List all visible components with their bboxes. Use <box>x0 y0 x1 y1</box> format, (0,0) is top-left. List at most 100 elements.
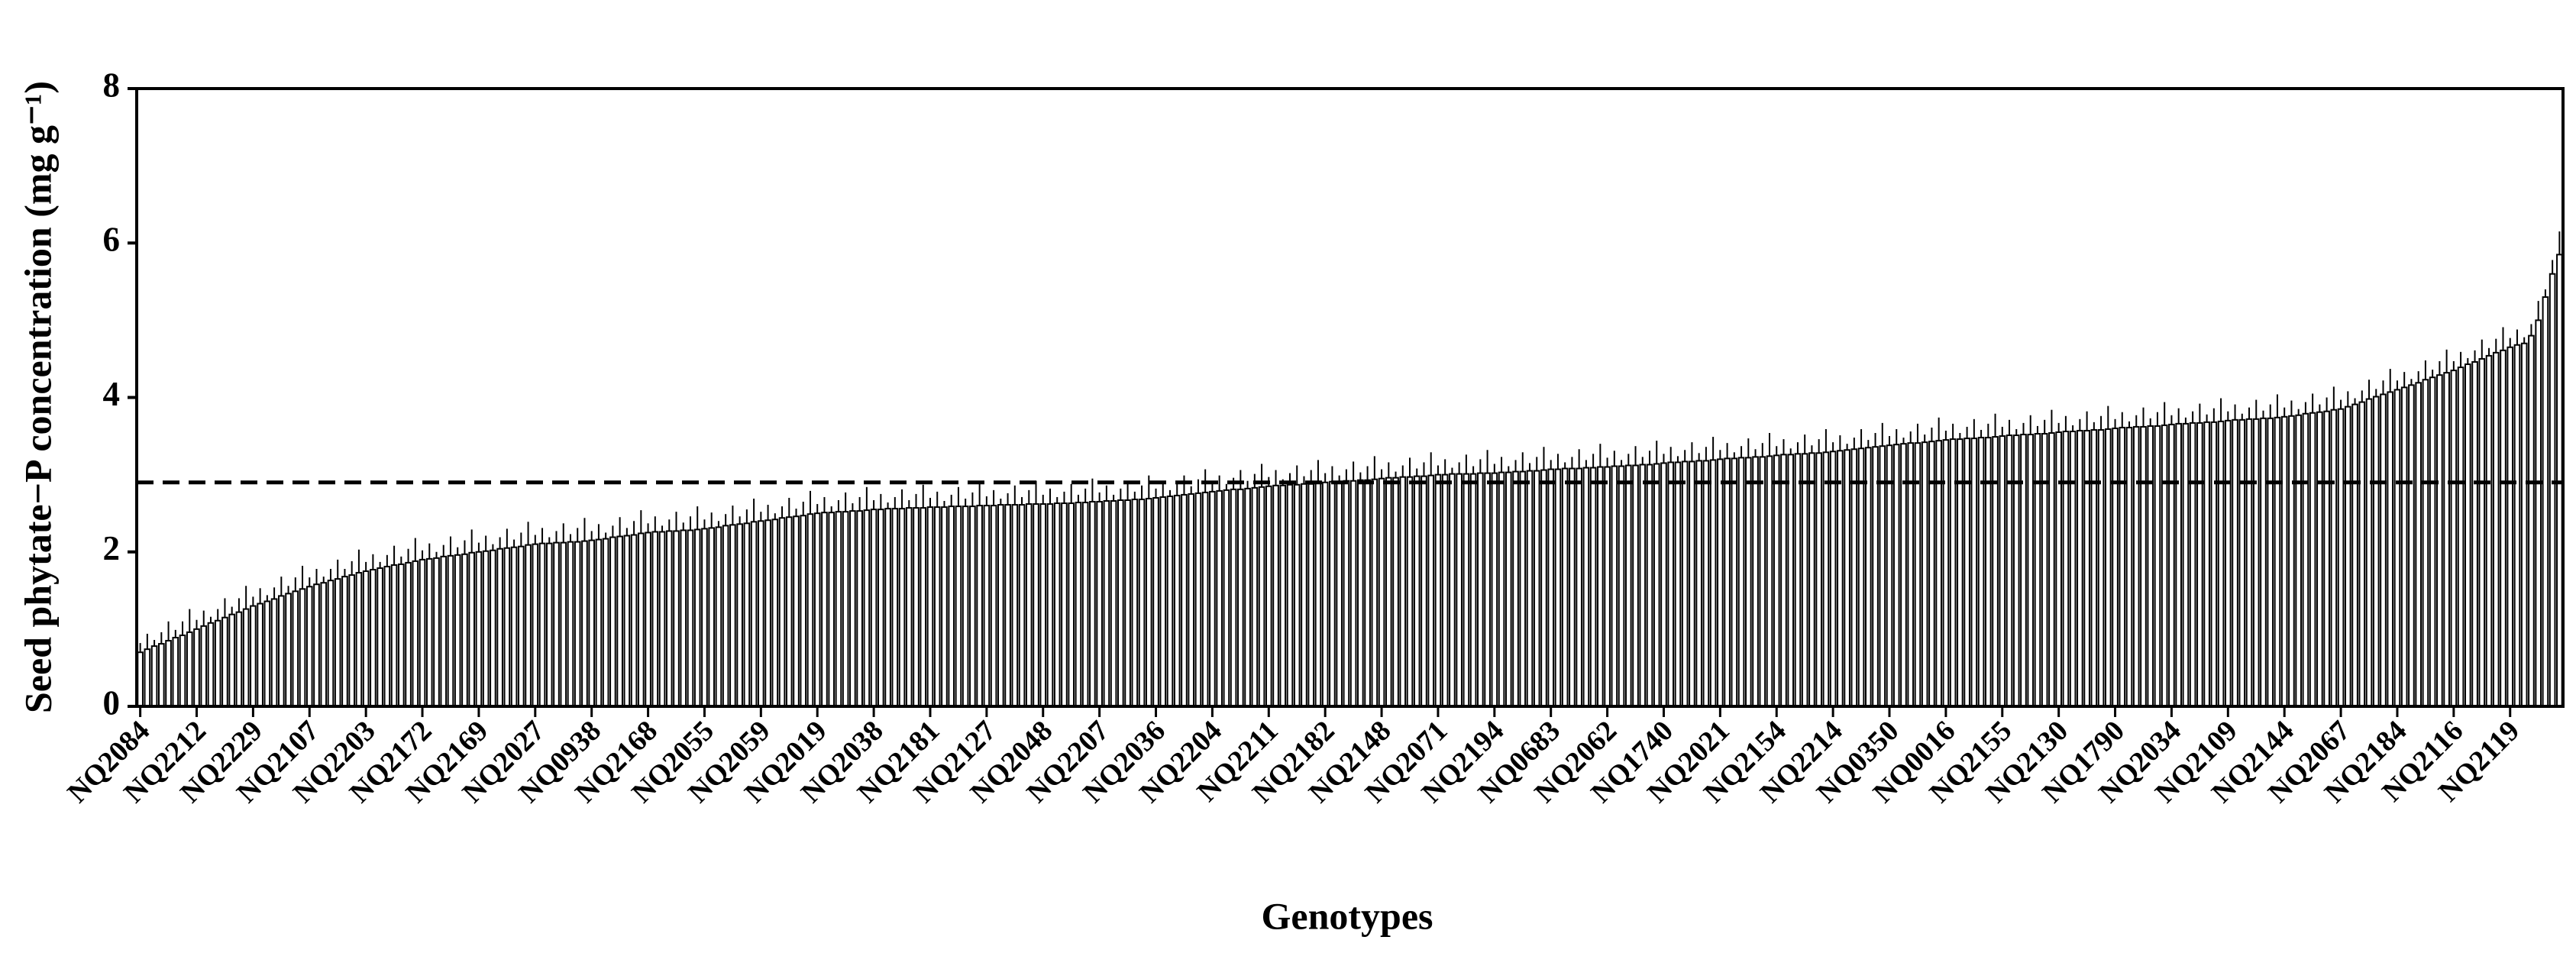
bar <box>2048 432 2055 708</box>
bar <box>1364 479 1371 707</box>
bar <box>623 535 631 707</box>
bar <box>2027 434 2035 707</box>
bar <box>2323 410 2330 707</box>
bar <box>1258 486 1265 707</box>
bar <box>1695 460 1702 707</box>
bar <box>2203 421 2210 707</box>
bar <box>2344 405 2351 707</box>
bar <box>1639 464 1647 707</box>
bar <box>1434 473 1442 707</box>
bar <box>2112 427 2119 707</box>
bar <box>1970 438 1978 707</box>
bar <box>200 625 208 708</box>
bar <box>870 509 878 707</box>
bar <box>2492 351 2500 707</box>
bar <box>1378 477 1385 708</box>
bar <box>348 574 356 708</box>
bar <box>525 544 532 707</box>
bar <box>567 541 574 708</box>
bar <box>2062 430 2070 707</box>
bar <box>2436 374 2443 707</box>
bar <box>771 518 779 708</box>
bar <box>1336 480 1343 707</box>
bar <box>257 602 263 707</box>
bar <box>2365 398 2373 708</box>
bar <box>2316 411 2323 707</box>
bar <box>821 512 828 708</box>
bar <box>1653 463 1660 708</box>
bar <box>1689 460 1695 708</box>
bar <box>2132 425 2140 707</box>
bar <box>1011 504 1019 707</box>
bar <box>538 542 546 707</box>
bar <box>962 506 969 707</box>
bar <box>658 531 666 708</box>
bar <box>849 510 856 707</box>
bar <box>2443 372 2450 707</box>
bar <box>2520 342 2528 707</box>
bar <box>1752 456 1759 708</box>
bar <box>1857 447 1865 707</box>
bar <box>835 511 842 707</box>
bar <box>1385 476 1392 707</box>
bar <box>1469 473 1477 708</box>
bar <box>2549 273 2556 707</box>
bar <box>1173 494 1181 708</box>
bar <box>976 505 983 707</box>
bar <box>1892 444 1900 708</box>
bar <box>1829 451 1837 707</box>
bar <box>2238 418 2246 707</box>
bar <box>2104 428 2112 707</box>
bar <box>1089 501 1096 707</box>
bar <box>1949 438 1957 707</box>
bar <box>1597 466 1604 707</box>
bar <box>1244 487 1251 707</box>
bar <box>2485 354 2493 707</box>
bar <box>2020 434 2027 707</box>
bar <box>905 507 913 707</box>
bar <box>884 508 891 707</box>
bar <box>553 541 560 707</box>
bar <box>933 506 941 707</box>
bar <box>1321 481 1329 707</box>
bar <box>1117 499 1124 708</box>
bar <box>1159 496 1167 707</box>
bar <box>1632 464 1639 707</box>
bar <box>616 535 623 708</box>
bar <box>595 538 603 707</box>
bar <box>2006 435 2013 708</box>
bar <box>1561 467 1569 707</box>
bar <box>1864 447 1872 707</box>
y-axis-title: Seed phytate−P concentration (mg g⁻¹) <box>16 81 59 713</box>
bar <box>926 506 934 707</box>
bar <box>461 553 468 707</box>
bar <box>144 648 151 707</box>
bar <box>701 528 708 707</box>
bar <box>2372 396 2380 708</box>
bar <box>228 613 236 708</box>
bar <box>2457 367 2464 707</box>
bar <box>1618 465 1625 707</box>
bar <box>1152 496 1159 708</box>
bar <box>518 545 525 708</box>
bar <box>1145 497 1152 707</box>
bar <box>581 540 588 708</box>
bar <box>1357 479 1364 707</box>
bar <box>510 546 518 707</box>
bar <box>447 554 454 708</box>
bar <box>1724 457 1731 707</box>
bar <box>2387 391 2394 707</box>
bar <box>1399 476 1407 707</box>
bar <box>1737 457 1745 707</box>
plot-frame <box>135 87 2565 708</box>
bar <box>1413 475 1421 708</box>
bar <box>813 512 821 707</box>
bar <box>1349 480 1357 708</box>
bar <box>503 547 511 707</box>
bar <box>532 543 539 708</box>
bar <box>2415 382 2422 707</box>
bar <box>778 517 786 707</box>
bar <box>673 530 680 707</box>
bar <box>440 555 448 707</box>
